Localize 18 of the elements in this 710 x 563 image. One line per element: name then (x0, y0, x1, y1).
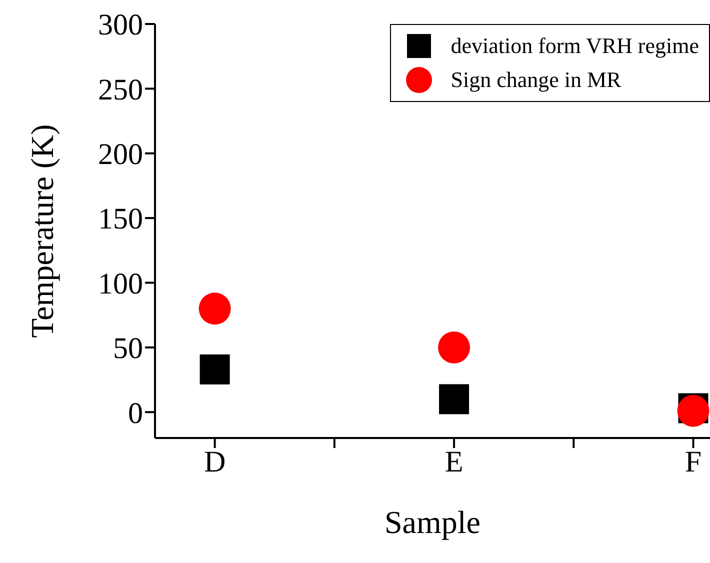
y-tick-label: 0 (128, 396, 143, 430)
point (200, 354, 230, 384)
y-tick-label: 100 (98, 267, 143, 300)
y-tick-label: 50 (113, 332, 143, 366)
x-tick-label: D (204, 445, 226, 478)
legend-label: deviation form VRH regime (450, 33, 699, 59)
point (438, 331, 470, 364)
x-tick-label: F (684, 445, 702, 478)
y-tick-label: 250 (98, 73, 143, 106)
y-axis-title: Temperature (K) (24, 124, 60, 338)
y-tick-label: 300 (98, 8, 143, 42)
x-axis-title: Sample (384, 504, 480, 540)
y-tick-label: 200 (98, 138, 143, 172)
point (198, 292, 231, 325)
point (439, 384, 470, 414)
y-tick-label: 150 (98, 202, 143, 236)
x-tick-label: E (444, 445, 464, 478)
legend-label: Sign change in MR (450, 67, 622, 93)
